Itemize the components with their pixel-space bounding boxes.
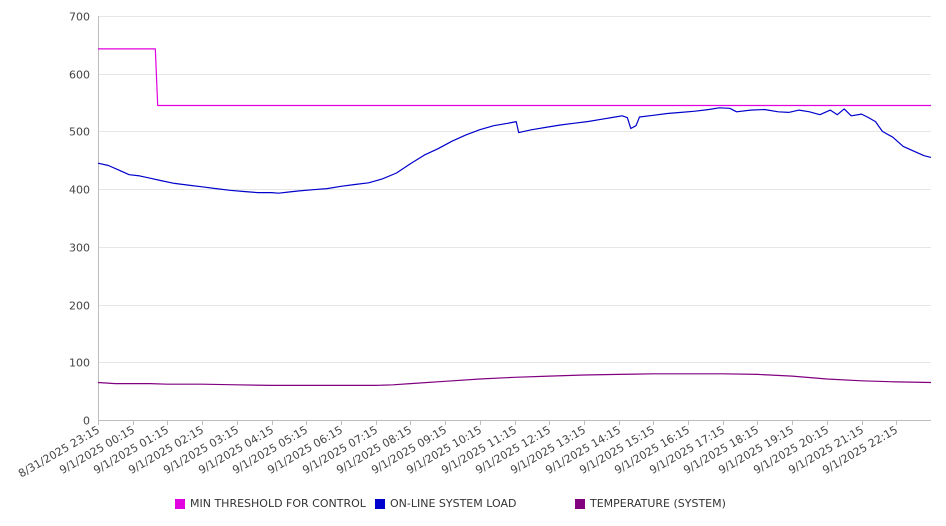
y-tick-label: 600 bbox=[69, 69, 90, 82]
series-line bbox=[97, 107, 932, 194]
y-tick-label: 300 bbox=[69, 242, 90, 255]
y-tick-label: 500 bbox=[69, 126, 90, 139]
axes bbox=[98, 16, 931, 425]
y-tick-label: 200 bbox=[69, 300, 90, 313]
series-line bbox=[97, 373, 932, 386]
legend-item: TEMPERATURE (SYSTEM) bbox=[575, 497, 726, 510]
legend-swatch bbox=[575, 498, 585, 509]
legend-label: ON-LINE SYSTEM LOAD bbox=[390, 497, 517, 510]
series-line bbox=[98, 48, 931, 107]
x-tick-labels: 8/31/2025 23:159/1/2025 00:159/1/2025 01… bbox=[16, 423, 900, 480]
legend: MIN THRESHOLD FOR CONTROL ON-LINE SYSTEM … bbox=[0, 497, 946, 515]
legend-item: ON-LINE SYSTEM LOAD bbox=[375, 497, 516, 510]
series-lines bbox=[97, 48, 932, 386]
y-tick-label: 700 bbox=[69, 11, 90, 24]
grid-lines bbox=[98, 16, 931, 363]
legend-swatch bbox=[375, 498, 385, 509]
y-tick-label: 400 bbox=[69, 184, 90, 197]
y-tick-label: 0 bbox=[83, 415, 90, 428]
y-tick-label: 100 bbox=[69, 357, 90, 370]
y-tick-labels: 0 100 200 300 400 500 600 700 bbox=[69, 11, 90, 428]
legend-item: MIN THRESHOLD FOR CONTROL bbox=[175, 497, 366, 510]
legend-label: TEMPERATURE (SYSTEM) bbox=[590, 497, 726, 510]
legend-swatch bbox=[175, 498, 185, 509]
legend-label: MIN THRESHOLD FOR CONTROL bbox=[190, 497, 366, 510]
